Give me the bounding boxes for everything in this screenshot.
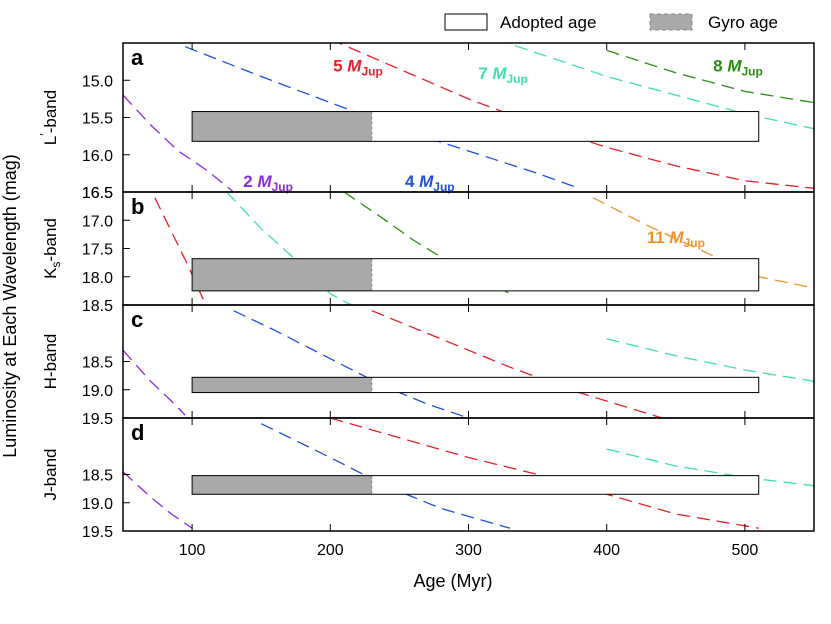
curve-4-mjup — [233, 310, 469, 418]
adopted-age-bar — [191, 111, 760, 142]
curve-2-mjup — [123, 471, 193, 529]
mass-label-2-mjup: 2 MJup — [243, 172, 293, 194]
mass-label-4-mjup: 4 MJup — [405, 172, 455, 194]
x-axis-label: Age (Myr) — [413, 571, 492, 591]
x-tick-label: 500 — [732, 542, 759, 559]
y-tick-label: 16.5 — [82, 185, 113, 202]
gyro-age-bar — [192, 258, 372, 291]
gyro-age-bar — [192, 111, 372, 142]
curve-2-mjup — [123, 94, 235, 192]
panel-letter: c — [131, 307, 143, 332]
legend: Adopted age Gyro age — [444, 13, 778, 32]
mass-label-8-mjup: 8 MJup — [713, 56, 763, 78]
y-tick-label: 16.5 — [82, 185, 113, 202]
y-tick-label: 18.5 — [82, 468, 113, 485]
curve-8-mjup — [343, 192, 511, 295]
panel-d: 18.5 19.0 19.5 d J-band — [41, 417, 815, 541]
mass-label-11-mjup: 11 MJup — [647, 228, 705, 250]
panel-a: 15.0 15.5 16.0 16.5 a L′-band 2 MJup 4 MJup 5 MJ… — [37, 42, 815, 202]
adopted-age-bar — [191, 475, 760, 495]
panel-c-curves — [123, 310, 814, 418]
legend-gyro-label: Gyro age — [708, 13, 778, 32]
y-tick-label: 19.5 — [82, 411, 113, 428]
y-tick-label: 17.0 — [82, 213, 113, 230]
panel-d-frame — [122, 417, 815, 532]
y-tick-label: 19.0 — [82, 383, 113, 400]
gyro-age-bar — [192, 377, 372, 393]
y-tick-label: 19.5 — [82, 524, 113, 541]
gyro-age-bar — [192, 475, 372, 495]
panel-c: 18.5 19.0 19.5 c H-band — [41, 304, 815, 428]
x-tick-label: 100 — [179, 542, 206, 559]
curve-8-mjup — [606, 49, 814, 104]
panels: 15.0 15.5 16.0 16.5 a L′-band 2 MJup 4 MJup 5 MJ… — [37, 42, 815, 541]
y-tick-label: 17.5 — [82, 242, 113, 259]
panel-c-frame — [122, 304, 815, 419]
y-tick-label: 15.0 — [82, 73, 113, 90]
curve-7-mjup — [606, 448, 814, 487]
band-label: H-band — [41, 334, 60, 390]
band-label: J-band — [41, 449, 60, 501]
panel-letter: b — [131, 194, 144, 219]
panel-letter: d — [131, 420, 144, 445]
curve-4-mjup — [260, 423, 511, 529]
x-tick-label: 400 — [593, 542, 620, 559]
adopted-age-bar — [191, 258, 760, 292]
panel-d-curves — [123, 418, 814, 529]
legend-adopted-swatch — [444, 13, 488, 31]
y-tick-label: 18.0 — [82, 270, 113, 287]
band-label: L′-band — [37, 90, 60, 145]
curve-2-mjup — [123, 349, 186, 416]
y-tick-label: 18.5 — [82, 355, 113, 372]
mass-label-7-mjup: 7 MJup — [478, 64, 528, 86]
curve-11-mjup — [592, 197, 814, 289]
y-axis-label: Luminosity at Each Wavelength (mag) — [0, 154, 20, 457]
legend-gyro-swatch — [649, 13, 693, 31]
panel-letter: a — [131, 45, 144, 70]
band-label: Ks-band — [41, 218, 63, 279]
y-tick-label: 19.0 — [82, 496, 113, 513]
y-tick-label: 18.5 — [82, 298, 113, 315]
x-tick-label: 200 — [317, 542, 344, 559]
panel-b-curves — [154, 192, 814, 305]
legend-adopted-label: Adopted age — [500, 13, 596, 32]
curve-5-mjup — [371, 310, 663, 418]
x-tick-label: 300 — [455, 542, 482, 559]
y-tick-label: 15.5 — [82, 111, 113, 128]
panel-b: 16.5 17.0 17.5 18.0 18.5 b Ks-band 11 MJup — [41, 185, 815, 315]
mass-label-5-mjup: 5 MJup — [333, 56, 383, 78]
curve-7-mjup — [606, 338, 814, 382]
curve-5-mjup — [330, 418, 759, 529]
y-tick-label: 16.0 — [82, 148, 113, 165]
adopted-age-bar — [191, 376, 760, 394]
x-axis: 100 200 300 400 500 — [179, 542, 759, 559]
